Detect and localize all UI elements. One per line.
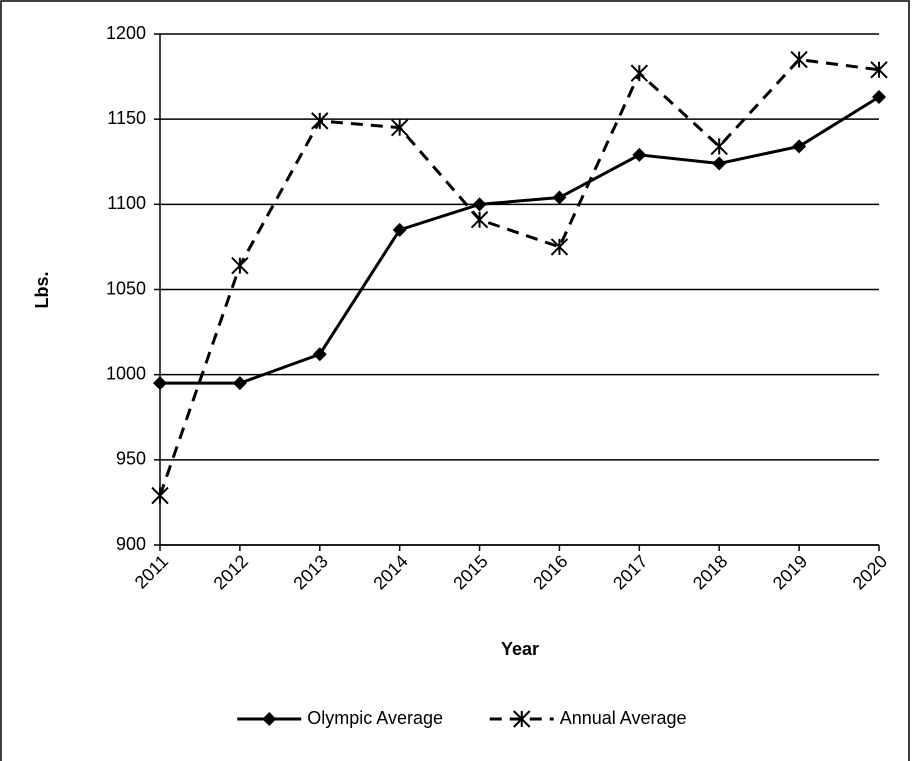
data-point <box>311 112 329 130</box>
data-point <box>872 90 886 105</box>
marker-stroke <box>870 61 888 79</box>
legend-marker <box>513 710 531 728</box>
data-point <box>710 137 728 156</box>
legend-label: Olympic Average <box>307 708 443 728</box>
x-tick-label: 2011 <box>131 551 173 593</box>
y-tick-label: 1050 <box>106 278 146 298</box>
data-point <box>552 190 567 205</box>
legend-label: Annual Average <box>560 708 687 728</box>
data-point <box>712 156 727 171</box>
x-axis-label: Year <box>501 639 539 659</box>
y-tick-label: 900 <box>116 534 146 554</box>
marker-stroke <box>513 710 531 728</box>
data-point <box>231 256 249 275</box>
data-point <box>792 139 807 154</box>
x-tick-label: 2017 <box>609 551 651 593</box>
x-tick-label: 2013 <box>290 551 332 593</box>
data-point <box>390 118 409 137</box>
marker-stroke <box>550 238 569 256</box>
data-point <box>312 347 327 362</box>
marker-stroke <box>390 118 409 137</box>
x-tick-label: 2012 <box>210 551 252 593</box>
marker-stroke <box>231 256 249 275</box>
y-tick-label: 1000 <box>106 363 146 383</box>
data-point <box>470 210 489 229</box>
data-point <box>632 147 647 162</box>
y-axis-label: Lbs. <box>32 271 52 308</box>
series-line <box>158 57 880 497</box>
marker-stroke <box>470 210 489 229</box>
x-tick-label: 2015 <box>449 551 491 593</box>
y-tick-label: 950 <box>116 449 146 469</box>
x-tick-label: 2014 <box>369 551 411 593</box>
data-point <box>232 376 247 391</box>
y-tick-label: 1100 <box>107 193 146 213</box>
x-tick-label: 2016 <box>529 551 571 593</box>
x-tick-label: 2019 <box>769 551 811 593</box>
x-tick-label: 2020 <box>849 551 891 593</box>
data-point <box>630 64 649 82</box>
data-point <box>153 376 167 391</box>
data-point <box>472 197 487 212</box>
y-tick-label: 1200 <box>106 23 146 43</box>
marker-stroke <box>710 137 728 156</box>
x-tick-label: 2018 <box>689 551 731 593</box>
data-point <box>790 50 808 69</box>
marker-stroke <box>790 50 808 69</box>
data-point <box>392 222 407 237</box>
marker-stroke <box>630 64 649 82</box>
legend-marker <box>262 712 277 726</box>
series-line <box>160 95 880 385</box>
data-point <box>870 61 888 79</box>
y-tick-label: 1150 <box>107 108 146 128</box>
marker-stroke <box>151 486 169 505</box>
data-point <box>550 238 569 256</box>
data-point <box>151 486 169 505</box>
marker-stroke <box>311 112 329 130</box>
